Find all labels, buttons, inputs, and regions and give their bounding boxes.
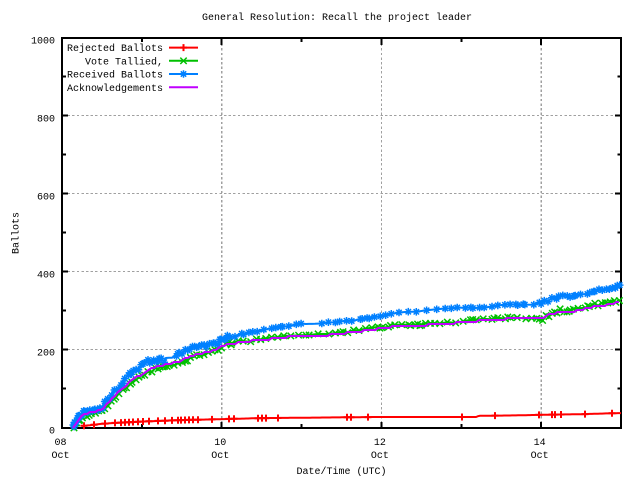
svg-text:Rejected Ballots: Rejected Ballots <box>67 43 163 55</box>
svg-text:General Resolution: Recall the: General Resolution: Recall the project l… <box>202 12 472 24</box>
svg-text:08: 08 <box>54 438 66 449</box>
svg-text:800: 800 <box>37 114 55 125</box>
svg-text:Oct: Oct <box>371 451 389 462</box>
svg-text:Oct: Oct <box>211 451 229 462</box>
svg-text:10: 10 <box>214 438 226 449</box>
svg-text:200: 200 <box>37 348 55 359</box>
svg-text:Received Ballots: Received Ballots <box>67 70 163 82</box>
svg-text:Vote Tallied,: Vote Tallied, <box>85 56 163 68</box>
svg-text:0: 0 <box>49 426 55 437</box>
svg-text:14: 14 <box>534 438 546 449</box>
svg-text:1000: 1000 <box>31 36 55 47</box>
svg-text:Ballots: Ballots <box>11 212 23 254</box>
svg-text:400: 400 <box>37 270 55 281</box>
svg-text:Acknowledgements: Acknowledgements <box>67 83 163 95</box>
svg-text:600: 600 <box>37 192 55 203</box>
svg-text:Oct: Oct <box>531 451 549 462</box>
svg-text:12: 12 <box>374 438 386 449</box>
svg-text:Oct: Oct <box>51 451 69 462</box>
svg-text:Date/Time (UTC): Date/Time (UTC) <box>296 466 386 478</box>
